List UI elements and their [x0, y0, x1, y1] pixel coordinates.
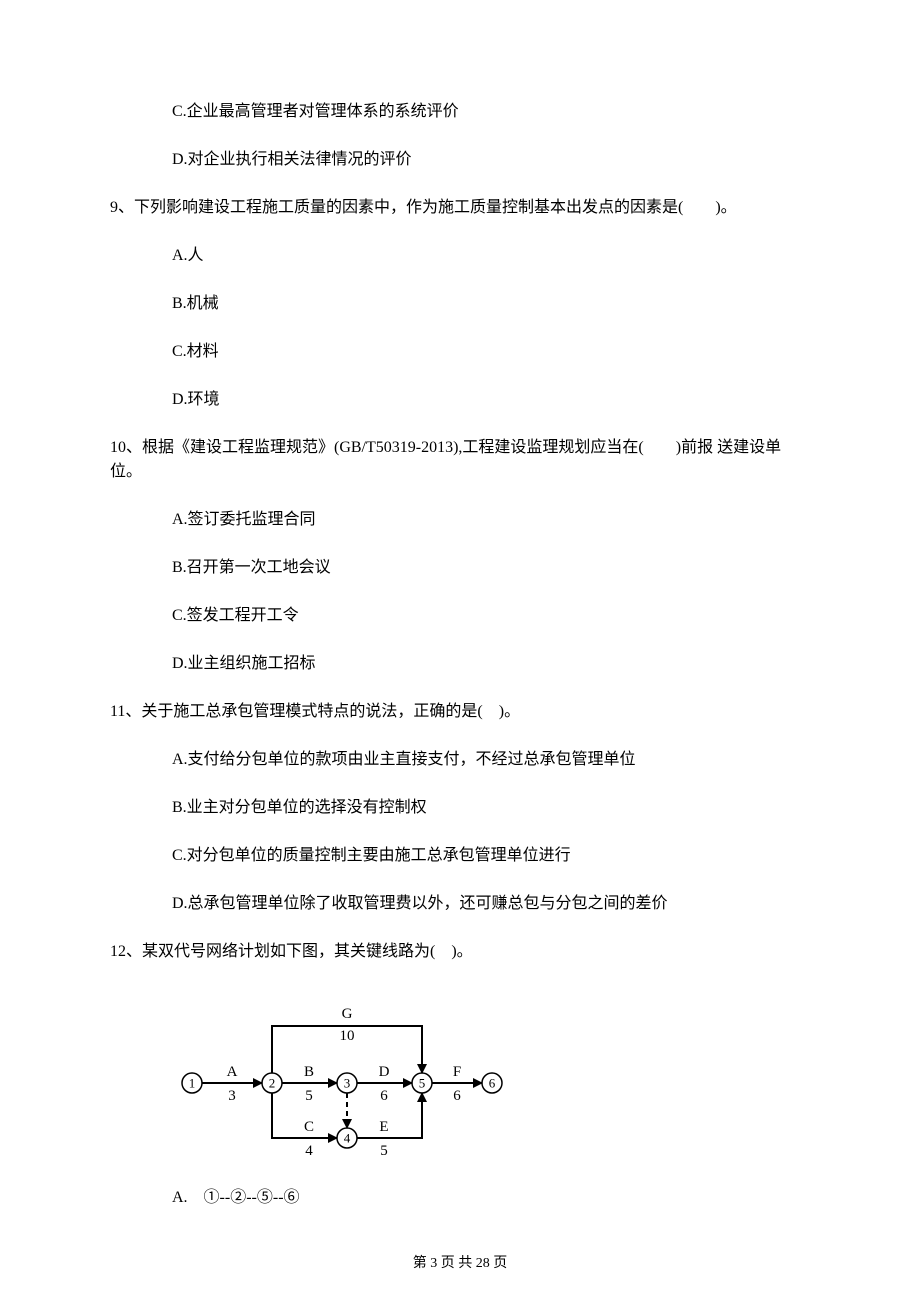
- q10-stem: 10、根据《建设工程监理规范》(GB/T50319-2013),工程建设监理规划…: [110, 436, 810, 484]
- q9-stem: 9、下列影响建设工程施工质量的因素中，作为施工质量控制基本出发点的因素是( )。: [110, 196, 810, 220]
- q8-option-d: D.对企业执行相关法律情况的评价: [172, 148, 810, 172]
- question-10: 10、根据《建设工程监理规范》(GB/T50319-2013),工程建设监理规划…: [110, 436, 810, 676]
- page-footer: 第 3 页 共 28 页: [0, 1252, 920, 1272]
- question-8-tail: C.企业最高管理者对管理体系的系统评价 D.对企业执行相关法律情况的评价: [110, 100, 810, 172]
- svg-text:3: 3: [344, 1076, 351, 1091]
- svg-text:G: G: [342, 1006, 353, 1022]
- q12-option-a: A. ①--②--⑤--⑥: [172, 1186, 810, 1210]
- svg-text:2: 2: [269, 1076, 276, 1091]
- svg-text:A: A: [227, 1064, 238, 1080]
- q9-option-a: A.人: [172, 244, 810, 268]
- svg-text:3: 3: [228, 1088, 236, 1104]
- svg-text:4: 4: [305, 1143, 313, 1158]
- svg-text:B: B: [304, 1064, 314, 1080]
- svg-text:6: 6: [489, 1076, 496, 1091]
- q9-option-d: D.环境: [172, 388, 810, 412]
- q11-option-c: C.对分包单位的质量控制主要由施工总承包管理单位进行: [172, 844, 810, 868]
- svg-text:E: E: [379, 1119, 388, 1135]
- page-container: C.企业最高管理者对管理体系的系统评价 D.对企业执行相关法律情况的评价 9、下…: [0, 0, 920, 1302]
- network-svg: A 3 B 5 D 6 F 6 G 10 C 4 E 5 1 2 3 4 5 6: [172, 988, 512, 1158]
- q11-option-a: A.支付给分包单位的款项由业主直接支付，不经过总承包管理单位: [172, 748, 810, 772]
- svg-text:6: 6: [453, 1088, 461, 1104]
- q8-option-c: C.企业最高管理者对管理体系的系统评价: [172, 100, 810, 124]
- svg-text:D: D: [379, 1064, 390, 1080]
- svg-text:4: 4: [344, 1131, 351, 1146]
- q12-network-diagram: A 3 B 5 D 6 F 6 G 10 C 4 E 5 1 2 3 4 5 6: [172, 988, 872, 1158]
- q11-option-b: B.业主对分包单位的选择没有控制权: [172, 796, 810, 820]
- q10-option-a: A.签订委托监理合同: [172, 508, 810, 532]
- svg-text:6: 6: [380, 1088, 388, 1104]
- question-9: 9、下列影响建设工程施工质量的因素中，作为施工质量控制基本出发点的因素是( )。…: [110, 196, 810, 412]
- question-11: 11、关于施工总承包管理模式特点的说法，正确的是( )。 A.支付给分包单位的款…: [110, 700, 810, 916]
- q9-option-c: C.材料: [172, 340, 810, 364]
- svg-text:1: 1: [189, 1076, 196, 1091]
- svg-text:10: 10: [340, 1028, 355, 1044]
- q10-option-d: D.业主组织施工招标: [172, 652, 810, 676]
- svg-text:5: 5: [305, 1088, 313, 1104]
- q9-option-b: B.机械: [172, 292, 810, 316]
- q11-option-d: D.总承包管理单位除了收取管理费以外，还可赚总包与分包之间的差价: [172, 892, 810, 916]
- svg-text:5: 5: [419, 1076, 426, 1091]
- q11-stem: 11、关于施工总承包管理模式特点的说法，正确的是( )。: [110, 700, 810, 724]
- question-12: 12、某双代号网络计划如下图，其关键线路为( )。 A 3 B 5 D 6 F 6 G 10 C 4 E…: [110, 940, 810, 1210]
- q10-option-b: B.召开第一次工地会议: [172, 556, 810, 580]
- svg-text:5: 5: [380, 1143, 388, 1158]
- q10-option-c: C.签发工程开工令: [172, 604, 810, 628]
- svg-text:C: C: [304, 1119, 314, 1135]
- q12-stem: 12、某双代号网络计划如下图，其关键线路为( )。: [110, 940, 810, 964]
- svg-text:F: F: [453, 1064, 461, 1080]
